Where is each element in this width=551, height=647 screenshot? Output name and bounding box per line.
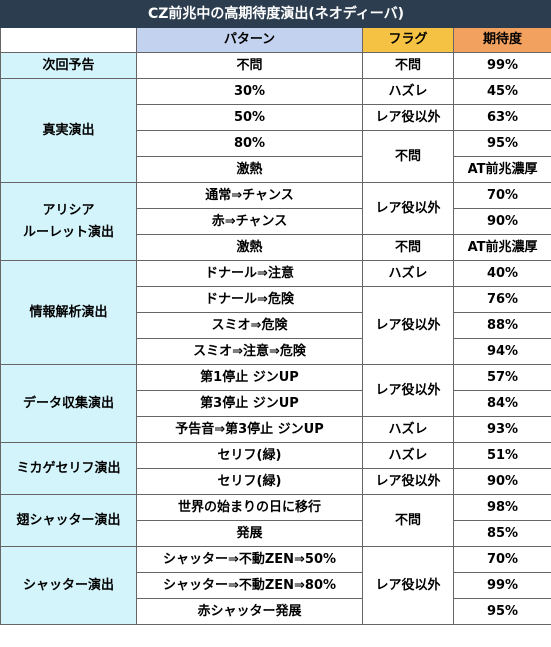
header-expectation: 期待度	[452, 27, 551, 53]
expectation-cell: 88%	[452, 312, 551, 339]
table-row: 赤⇒チャンス 90%	[1, 208, 551, 235]
expectation-cell: 99%	[452, 52, 551, 79]
table-row: スミオ⇒注意⇒危険 94%	[1, 338, 551, 365]
expectation-cell: 63%	[452, 104, 551, 131]
expectation-cell: AT前兆濃厚	[452, 234, 551, 261]
flag-cell: レア役以外	[362, 182, 454, 235]
pattern-cell: 第3停止 ジンUP	[136, 390, 363, 417]
pattern-cell: セリフ(緑)	[136, 468, 363, 495]
pattern-cell: スミオ⇒注意⇒危険	[136, 338, 363, 365]
category-cell: 真実演出	[0, 78, 137, 183]
flag-cell: レア役以外	[362, 364, 454, 417]
flag-cell: レア役以外	[362, 546, 454, 625]
category-line: アリシア	[42, 202, 95, 218]
flag-cell: ハズレ	[362, 78, 454, 105]
expectation-cell: 95%	[452, 598, 551, 625]
table-row: 次回予告 不問 不問 99%	[0, 52, 551, 79]
header-blank	[0, 27, 137, 53]
category-cell: アリシアルーレット演出	[0, 182, 137, 261]
expectation-cell: 90%	[452, 208, 551, 235]
table-row: シャッター演出 シャッター⇒不動ZEN⇒50% レア役以外 70%	[0, 546, 551, 625]
flag-cell: ハズレ	[362, 442, 454, 469]
flag-cell: 不問	[362, 494, 454, 547]
header-flag: フラグ	[362, 27, 454, 53]
pattern-cell: ドナール⇒危険	[136, 286, 363, 313]
expectation-cell: 90%	[452, 468, 551, 495]
table-row: アリシアルーレット演出 通常⇒チャンス レア役以外 70%	[0, 182, 551, 261]
expectation-cell: 70%	[452, 546, 551, 573]
expectation-cell: 45%	[452, 78, 551, 105]
table-row: データ収集演出 第1停止 ジンUP レア役以外 57%	[0, 364, 551, 443]
expectation-cell: 99%	[452, 572, 551, 599]
category-line: ルーレット演出	[22, 224, 114, 240]
expectation-cell: 84%	[452, 390, 551, 417]
header-pattern: パターン	[136, 27, 363, 53]
pattern-cell: 通常⇒チャンス	[136, 182, 363, 209]
pattern-cell: シャッター⇒不動ZEN⇒50%	[136, 546, 363, 573]
header-row: パターン フラグ 期待度	[0, 27, 551, 53]
expectation-cell: 70%	[452, 182, 551, 209]
expectation-cell: 85%	[452, 520, 551, 547]
pattern-cell: 80%	[136, 130, 363, 157]
expectation-cell: 93%	[452, 416, 551, 443]
table-row: 情報解析演出 ドナール⇒注意 ハズレ 40%	[0, 260, 551, 365]
pattern-cell: ドナール⇒注意	[136, 260, 363, 287]
title-row: CZ前兆中の高期待度演出(ネオディーバ)	[0, 0, 551, 28]
table-row: ドナール⇒危険 レア役以外 76%	[1, 286, 551, 365]
flag-cell: レア役以外	[362, 104, 454, 131]
table-row: シャッター⇒不動ZEN⇒80% 99%	[1, 572, 551, 599]
expectation-cell: 76%	[452, 286, 551, 313]
category-cell: シャッター演出	[0, 546, 137, 625]
expectation-cell: 98%	[452, 494, 551, 521]
table-row: 50% レア役以外 63%	[1, 104, 551, 131]
flag-cell: レア役以外	[362, 468, 454, 495]
table-row: 予告音⇒第3停止 ジンUP ハズレ 93%	[1, 416, 551, 443]
pattern-cell: 赤シャッター発展	[136, 598, 363, 625]
table-row: 第3停止 ジンUP 84%	[1, 390, 551, 417]
table-row: 80% 不問 95%	[1, 130, 551, 183]
category-cell: データ収集演出	[0, 364, 137, 443]
flag-cell: 不問	[362, 52, 454, 79]
flag-cell: レア役以外	[362, 286, 454, 365]
category-cell: 情報解析演出	[0, 260, 137, 365]
category-cell: ミカゲセリフ演出	[0, 442, 137, 495]
pattern-cell: スミオ⇒危険	[136, 312, 363, 339]
table-title: CZ前兆中の高期待度演出(ネオディーバ)	[0, 0, 551, 28]
expectation-cell: 94%	[452, 338, 551, 365]
flag-cell: 不問	[362, 234, 454, 261]
category-cell: 次回予告	[0, 52, 137, 79]
category-cell: 翅シャッター演出	[0, 494, 137, 547]
table-row: 激熱 不問 AT前兆濃厚	[1, 234, 551, 261]
pattern-cell: シャッター⇒不動ZEN⇒80%	[136, 572, 363, 599]
flag-cell: ハズレ	[362, 416, 454, 443]
pattern-cell: 赤⇒チャンス	[136, 208, 363, 235]
pattern-cell: セリフ(緑)	[136, 442, 363, 469]
pattern-cell: 激熱	[136, 156, 363, 183]
pattern-cell: 不問	[136, 52, 363, 79]
pattern-cell: 第1停止 ジンUP	[136, 364, 363, 391]
pattern-cell: 世界の始まりの日に移行	[136, 494, 363, 521]
table-row: 翅シャッター演出 世界の始まりの日に移行 不問 98%	[0, 494, 551, 547]
expectation-cell: 40%	[452, 260, 551, 287]
table-row: セリフ(緑) レア役以外 90%	[1, 468, 551, 495]
table-row: 赤シャッター発展 95%	[1, 598, 551, 625]
pattern-cell: 50%	[136, 104, 363, 131]
flag-cell: 不問	[362, 130, 454, 183]
expectation-cell: 57%	[452, 364, 551, 391]
pattern-cell: 予告音⇒第3停止 ジンUP	[136, 416, 363, 443]
pattern-cell: 30%	[136, 78, 363, 105]
table-row: 激熱 AT前兆濃厚	[1, 156, 551, 183]
pattern-cell: 発展	[136, 520, 363, 547]
expectation-cell: 51%	[452, 442, 551, 469]
expectation-table: CZ前兆中の高期待度演出(ネオディーバ) パターン フラグ 期待度 次回予告 不…	[0, 0, 551, 625]
table-row: 真実演出 30% ハズレ 45%	[0, 78, 551, 183]
table-row: ミカゲセリフ演出 セリフ(緑) ハズレ 51%	[0, 442, 551, 495]
pattern-cell: 激熱	[136, 234, 363, 261]
flag-cell: ハズレ	[362, 260, 454, 287]
expectation-cell: 95%	[452, 130, 551, 157]
expectation-cell: AT前兆濃厚	[452, 156, 551, 183]
